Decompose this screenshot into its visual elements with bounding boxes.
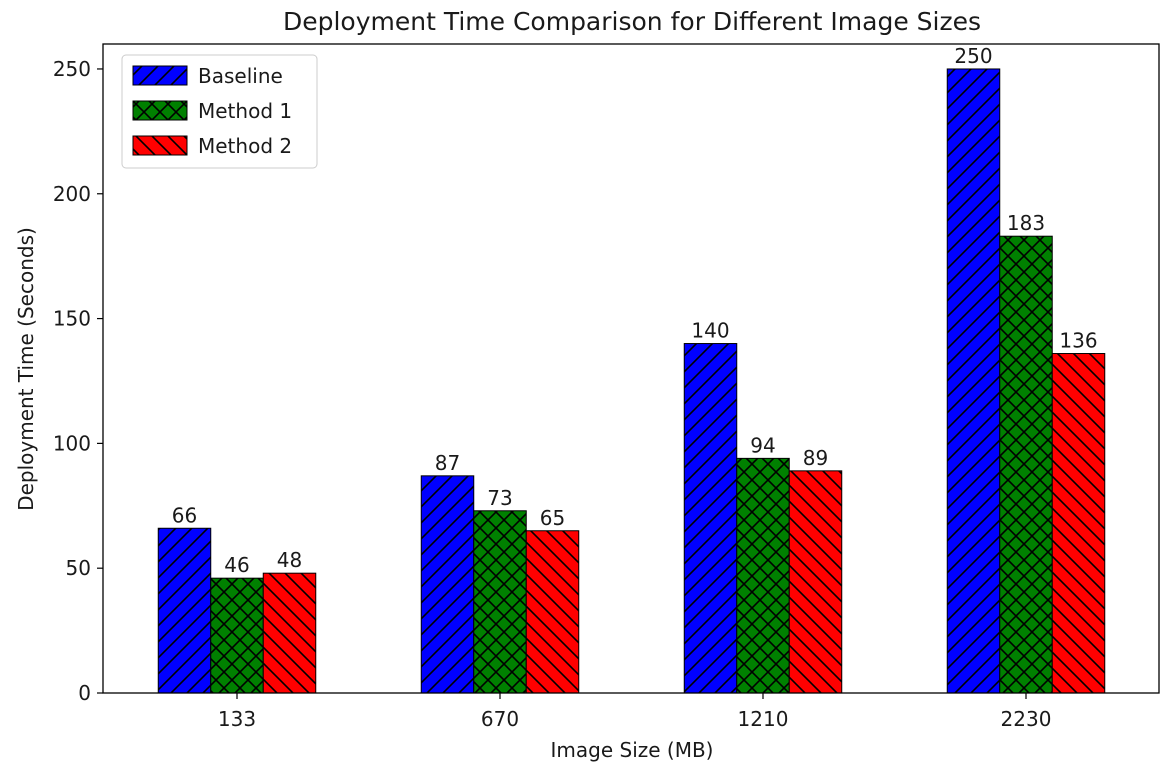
bar-method-2-1210 <box>788 470 843 694</box>
data-label: 250 <box>954 44 992 68</box>
bar-method-2-2230 <box>1051 353 1106 694</box>
y-tick-label: 100 <box>53 431 91 455</box>
plot-frame <box>102 43 1160 694</box>
legend-swatch-hatch <box>132 135 188 156</box>
bar-hatch <box>999 235 1053 694</box>
bar-hatch <box>473 510 527 694</box>
bar-hatch <box>1051 353 1106 694</box>
y-tick-label: 250 <box>53 57 91 81</box>
bar-hatch <box>525 530 580 694</box>
bar-baseline-670 <box>420 475 475 694</box>
x-tick-label: 2230 <box>1001 707 1052 731</box>
bar-hatch <box>210 577 264 694</box>
bar-baseline-2230 <box>946 68 1001 694</box>
bar-hatch <box>683 343 738 694</box>
data-label: 87 <box>435 451 460 475</box>
data-label: 183 <box>1007 211 1045 235</box>
data-label: 73 <box>487 486 512 510</box>
data-label: 140 <box>691 319 729 343</box>
legend-label: Method 1 <box>198 99 292 123</box>
bar-method-1-133 <box>210 577 264 694</box>
bar-method-2-670 <box>525 530 580 694</box>
data-label: 89 <box>803 446 828 470</box>
legend: Baseline Method 1 Method 2 <box>121 54 318 169</box>
y-tick-label: 0 <box>78 681 91 705</box>
legend-item-method-2: Method 2 <box>132 134 292 158</box>
y-axis-label: Deployment Time (Seconds) <box>14 227 38 511</box>
y-tick-label: 50 <box>66 556 91 580</box>
x-tick-label: 133 <box>218 707 256 731</box>
legend-item-method-1: Method 1 <box>132 99 292 123</box>
bar-method-2-133 <box>262 572 317 694</box>
y-tick-label: 150 <box>53 307 91 331</box>
chart-title: Deployment Time Comparison for Different… <box>283 7 981 36</box>
legend-swatch-hatch <box>132 100 188 121</box>
bar-hatch <box>157 527 212 694</box>
bar-hatch <box>262 572 317 694</box>
bar-hatch <box>736 457 790 694</box>
data-label: 65 <box>540 506 565 530</box>
bar-hatch <box>420 475 475 694</box>
legend-label: Method 2 <box>198 134 292 158</box>
data-label: 136 <box>1059 329 1097 353</box>
bar-method-1-670 <box>473 510 527 694</box>
data-label: 94 <box>750 433 775 457</box>
bar-hatch <box>788 470 843 694</box>
x-tick-label: 670 <box>481 707 519 731</box>
legend-swatch-hatch <box>132 65 188 86</box>
bar-method-1-2230 <box>999 235 1053 694</box>
y-tick-label: 200 <box>53 182 91 206</box>
data-label: 48 <box>277 548 302 572</box>
x-tick-label: 1210 <box>738 707 789 731</box>
bar-hatch <box>946 68 1001 694</box>
plot-area: 66 46 48 133 87 73 65 670 140 94 89 1210 250 183 136 22… <box>53 43 1160 731</box>
legend-item-baseline: Baseline <box>132 64 283 88</box>
bar-baseline-1210 <box>683 343 738 694</box>
data-label: 46 <box>224 553 249 577</box>
legend-label: Baseline <box>198 64 283 88</box>
data-label: 66 <box>172 503 197 527</box>
bar-baseline-133 <box>157 527 212 694</box>
x-axis-label: Image Size (MB) <box>551 738 714 762</box>
bar-method-1-1210 <box>736 457 790 694</box>
